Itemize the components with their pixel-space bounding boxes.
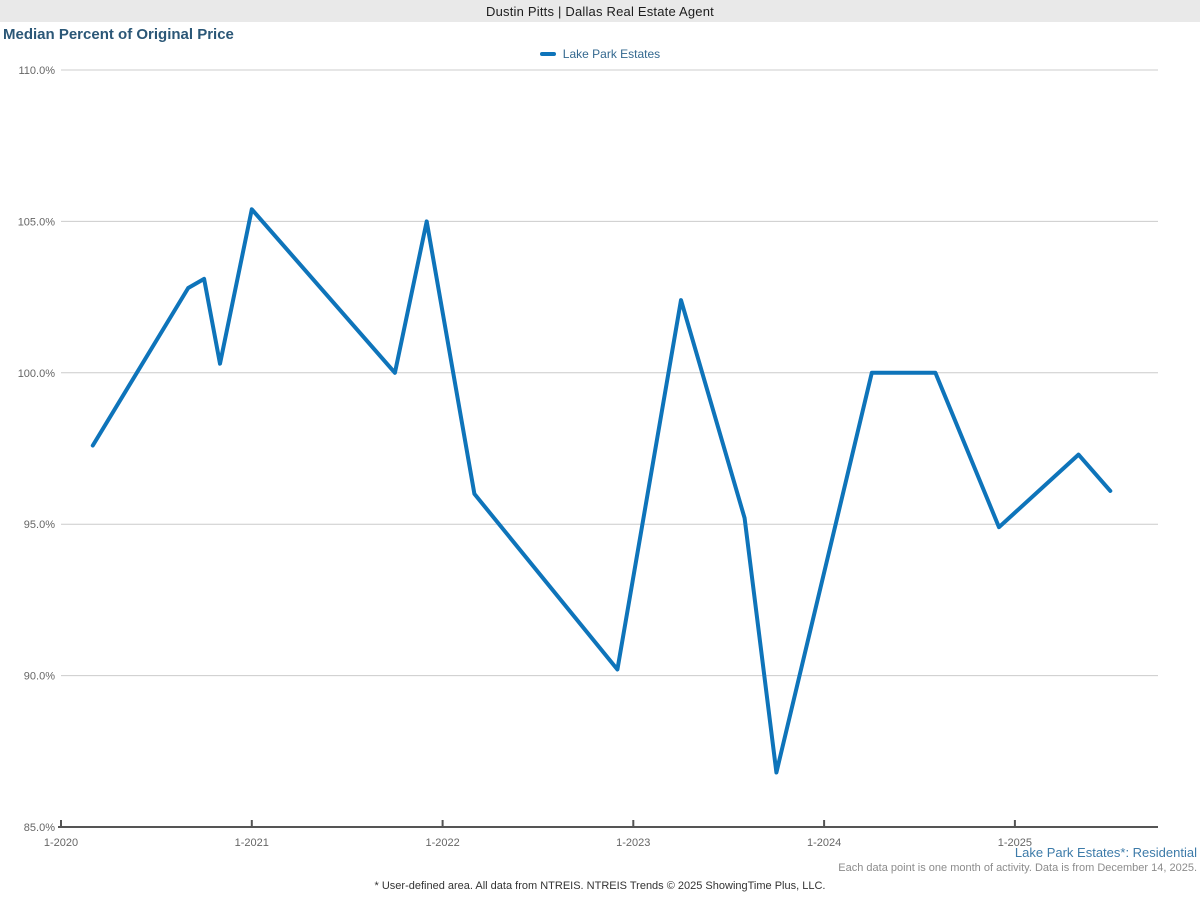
x-axis-tick-label: 1-2023	[616, 837, 650, 849]
y-axis-tick-label: 100.0%	[18, 368, 56, 380]
x-axis-tick-label: 1-2021	[235, 837, 269, 849]
x-axis-tick-label: 1-2020	[44, 837, 78, 849]
site-header-title: Dustin Pitts | Dallas Real Estate Agent	[486, 3, 714, 19]
legend-line-swatch-icon	[539, 52, 556, 56]
chart-title: Median Percent of Original Price	[3, 26, 234, 43]
x-axis-tick-label: 1-2022	[425, 837, 459, 849]
data-freshness-note: Each data point is one month of activity…	[838, 862, 1197, 874]
site-header-bar: Dustin Pitts | Dallas Real Estate Agent	[0, 0, 1200, 22]
y-axis-tick-label: 85.0%	[24, 822, 55, 834]
chart-legend: Lake Park Estates	[0, 47, 1200, 61]
y-axis-tick-label: 110.0%	[19, 65, 56, 77]
series-description-note: Lake Park Estates*: Residential	[1014, 845, 1197, 860]
x-axis-tick-label: 1-2025	[998, 837, 1032, 849]
source-disclaimer: * User-defined area. All data from NTREI…	[374, 880, 826, 892]
x-axis-tick-label: 1-2024	[807, 837, 841, 849]
y-axis-tick-label: 90.0%	[24, 671, 55, 683]
legend-label: Lake Park Estates	[562, 47, 661, 61]
series-line-lake-park-estates	[90, 207, 1113, 775]
y-axis-tick-label: 105.0%	[18, 216, 56, 228]
y-axis-tick-label: 95.0%	[24, 519, 55, 531]
